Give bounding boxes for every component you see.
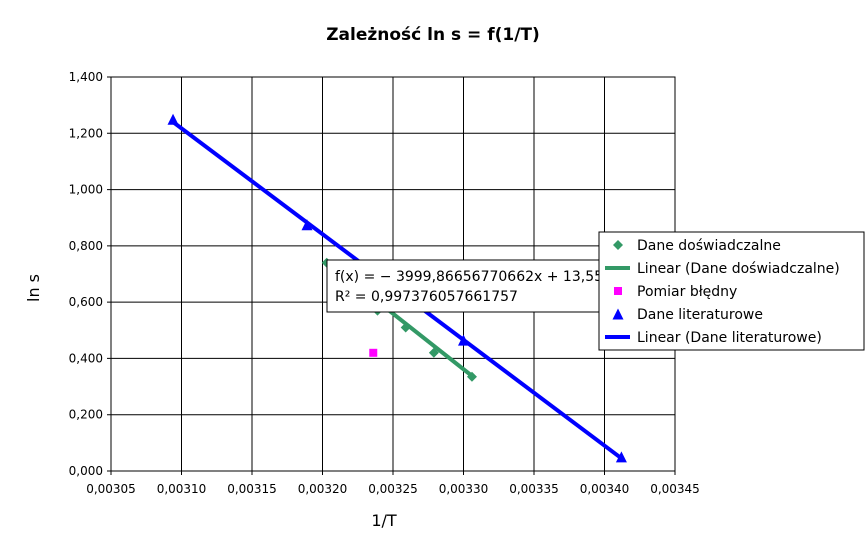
data-point-diamond <box>466 371 477 382</box>
x-tick-label: 0,00335 <box>509 482 559 496</box>
legend-label: Dane doświadczalne <box>637 238 781 254</box>
legend-item: Linear (Dane literaturowe) <box>605 330 822 346</box>
data-point-square <box>369 348 378 357</box>
x-tick-label: 0,00305 <box>86 482 136 496</box>
x-tick-label: 0,00330 <box>439 482 489 496</box>
legend-marker-square <box>614 287 622 295</box>
legend-marker-diamond <box>613 240 623 250</box>
y-tick-label: 1,000 <box>69 183 103 197</box>
equation-box: f(x) = − 3999,86656770662x + 13,55312363… <box>326 259 701 313</box>
legend: Dane doświadczalne Linear (Dane doświadcz… <box>598 231 865 351</box>
x-tick-label: 0,00325 <box>368 482 418 496</box>
legend-label: Pomiar błędny <box>637 284 737 300</box>
equation-text: f(x) = − 3999,86656770662x + 13,55312363… <box>335 269 701 285</box>
legend-item: Linear (Dane doświadczalne) <box>605 261 840 277</box>
y-tick-label: 0,800 <box>69 239 103 253</box>
r-squared-text: R² = 0,997376057661757 <box>335 289 518 305</box>
data-point-diamond <box>428 347 439 358</box>
legend-item: Dane doświadczalne <box>613 238 781 254</box>
x-axis-title: 1/T <box>371 511 397 530</box>
legend-frame <box>598 231 865 351</box>
y-tick-label: 0,000 <box>69 464 103 478</box>
data-point-triangle <box>458 334 469 346</box>
x-tick-label: 0,00345 <box>650 482 700 496</box>
data-point-diamond <box>400 322 411 333</box>
chart-title: Zależność ln s = f(1/T) <box>326 25 540 45</box>
legend-label: Linear (Dane literaturowe) <box>637 330 822 346</box>
series-points <box>369 348 378 357</box>
y-tick-label: 1,200 <box>69 126 103 140</box>
equation-box-frame <box>326 259 600 313</box>
y-axis-title: ln s <box>24 274 43 302</box>
legend-item: Dane literaturowe <box>612 307 763 323</box>
y-tick-label: 0,600 <box>69 295 103 309</box>
series-points <box>167 113 627 463</box>
y-tick-label: 0,200 <box>69 408 103 422</box>
x-tick-label: 0,00320 <box>298 482 348 496</box>
x-axis-tick-labels: 0,00305 0,00310 0,00315 0,00320 0,00325 0,003… <box>86 482 700 496</box>
y-tick-label: 0,400 <box>69 351 103 365</box>
x-tick-label: 0,00340 <box>580 482 630 496</box>
data-point-triangle <box>167 113 179 125</box>
legend-label: Dane literaturowe <box>637 307 763 323</box>
data-point-triangle <box>301 219 313 231</box>
data-point-triangle <box>615 451 627 463</box>
legend-item: Pomiar błędny <box>614 284 737 300</box>
legend-label: Linear (Dane doświadczalne) <box>637 261 840 277</box>
y-axis-tick-labels: 0,000 0,200 0,400 0,600 0,800 1,000 1,200 1,400 <box>69 70 103 478</box>
x-tick-label: 0,00315 <box>227 482 277 496</box>
y-tick-label: 1,400 <box>69 70 103 84</box>
legend-marker-triangle <box>612 308 624 320</box>
x-tick-label: 0,00310 <box>157 482 207 496</box>
